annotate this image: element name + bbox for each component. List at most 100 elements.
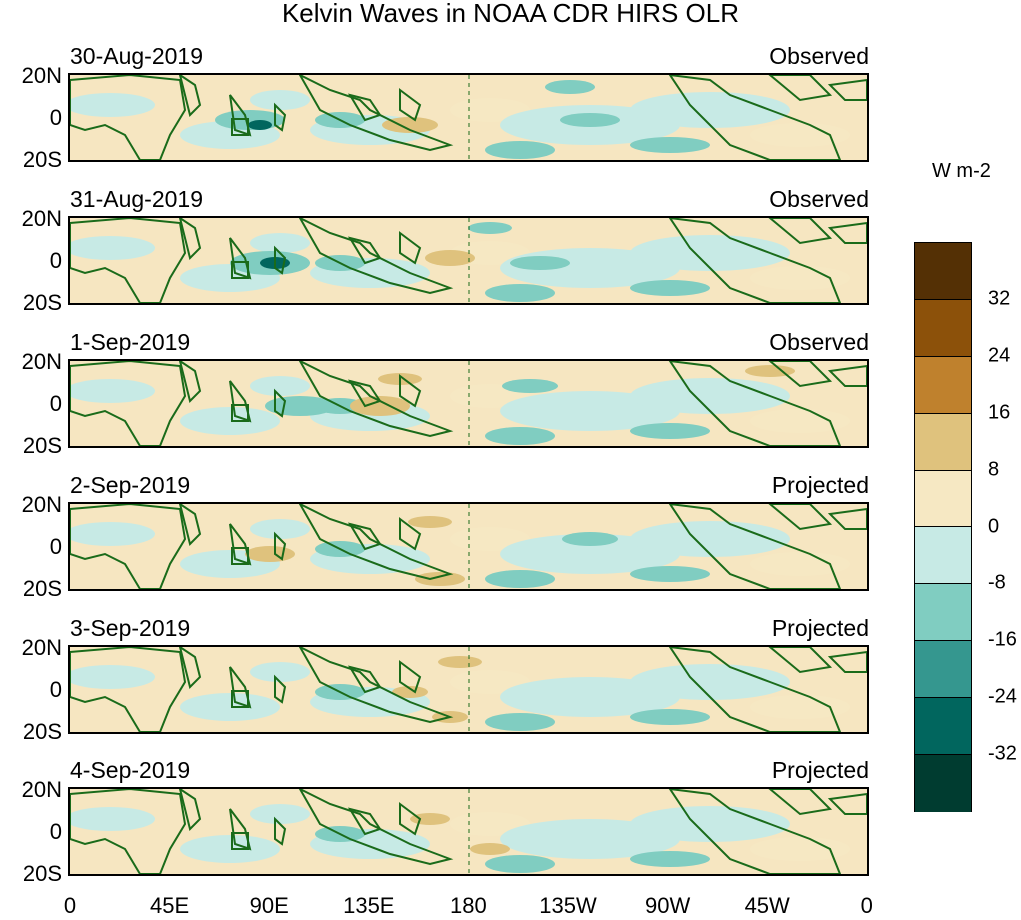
coastline <box>70 218 187 303</box>
colorbar-swatch <box>915 243 971 300</box>
coastline <box>827 650 867 673</box>
coastline <box>668 361 842 446</box>
coastline <box>298 361 454 438</box>
longitude-label: 135E <box>343 893 395 918</box>
latitude-label: 0 <box>49 819 62 844</box>
latitude-label: 20N <box>21 777 62 802</box>
coastline <box>178 789 202 831</box>
coastline <box>768 361 833 388</box>
olr-anomaly-contour <box>250 804 310 824</box>
coastline <box>298 218 454 295</box>
olr-anomaly-contour <box>630 664 790 700</box>
longitude-label: 45W <box>744 893 790 918</box>
olr-anomaly-contour <box>70 93 155 117</box>
coastline <box>668 647 842 732</box>
colorbar-level-label: 0 <box>988 515 1000 537</box>
olr-anomaly-contour <box>408 516 452 528</box>
latitude-label: 20N <box>21 349 62 374</box>
coastline <box>274 531 287 561</box>
olr-map-canvas <box>70 75 867 160</box>
latitude-label: 0 <box>49 391 62 416</box>
longitude-label: 90W <box>644 893 691 918</box>
longitude-label: 45E <box>150 893 190 918</box>
coastline <box>668 789 842 874</box>
coastline <box>827 78 867 101</box>
longitude-label: 90E <box>249 893 289 918</box>
olr-map-canvas <box>70 504 867 589</box>
olr-anomaly-contour <box>745 365 795 377</box>
latitude-label: 20N <box>21 63 62 88</box>
coastline <box>399 517 422 551</box>
coastline <box>70 647 187 732</box>
panel-date: 31-Aug-2019 <box>70 186 203 212</box>
coastline <box>399 802 422 836</box>
olr-anomaly-contour <box>382 117 438 133</box>
coastline <box>347 93 382 122</box>
olr-map-canvas <box>70 647 867 732</box>
coastline <box>668 218 842 303</box>
olr-anomaly-contour <box>248 120 272 130</box>
coastline <box>178 361 202 403</box>
coastline <box>399 88 422 122</box>
olr-anomaly-map-panel <box>68 359 869 448</box>
colorbar-level-label: -24 <box>988 685 1017 708</box>
colorbar-swatch <box>915 755 971 812</box>
latitude-label: 20N <box>21 206 62 231</box>
colorbar-swatch <box>915 527 971 585</box>
colorbar-level-label: 24 <box>988 344 1011 367</box>
coastline <box>768 647 833 674</box>
olr-anomaly-contour <box>630 806 790 842</box>
coastline <box>827 792 867 815</box>
coastline <box>347 522 382 551</box>
olr-anomaly-contour <box>245 546 295 562</box>
olr-anomaly-contour <box>750 266 850 290</box>
panel-status: Observed <box>769 43 869 69</box>
olr-anomaly-contour <box>180 835 280 863</box>
olr-anomaly-map-panel <box>68 502 869 591</box>
olr-anomaly-contour <box>560 113 620 127</box>
olr-anomaly-contour <box>630 566 710 582</box>
olr-anomaly-contour <box>70 379 155 403</box>
coastline <box>399 231 422 265</box>
olr-anomaly-contour <box>502 379 558 393</box>
coastline <box>668 75 842 160</box>
panel-status: Observed <box>769 186 869 212</box>
colorbar-swatch <box>915 641 971 699</box>
coastline <box>178 647 202 689</box>
longitude-label: 180 <box>450 893 487 918</box>
coastline <box>298 75 454 152</box>
panel-date: 30-Aug-2019 <box>70 43 203 69</box>
region-box <box>231 404 249 422</box>
coastline <box>347 665 382 694</box>
coastline <box>768 504 833 531</box>
olr-anomaly-contour <box>630 709 710 725</box>
colorbar <box>914 242 972 812</box>
latitude-label: 20S <box>22 433 62 458</box>
olr-anomaly-contour <box>630 92 790 128</box>
colorbar-level-label: -32 <box>988 742 1017 765</box>
olr-anomaly-contour <box>70 665 155 689</box>
panel-status: Projected <box>771 757 869 783</box>
latitude-label: 0 <box>49 248 62 273</box>
olr-anomaly-contour <box>350 396 410 416</box>
olr-anomaly-contour <box>750 695 850 719</box>
coastline <box>347 236 382 265</box>
olr-map-canvas <box>70 361 867 446</box>
olr-anomaly-contour <box>630 378 790 414</box>
panel-date: 3-Sep-2019 <box>70 615 191 641</box>
colorbar-swatch <box>915 584 971 642</box>
latitude-label: 0 <box>49 677 62 702</box>
coastline <box>274 245 287 275</box>
colorbar-swatch <box>915 470 971 528</box>
olr-anomaly-contour <box>415 572 465 586</box>
panel-date: 2-Sep-2019 <box>70 472 191 498</box>
olr-anomaly-contour <box>470 843 510 855</box>
olr-anomaly-contour <box>70 807 155 831</box>
olr-anomaly-contour <box>438 656 482 668</box>
olr-anomaly-contour <box>485 284 555 302</box>
olr-anomaly-contour <box>70 522 155 546</box>
olr-anomaly-map-panel <box>68 73 869 162</box>
longitude-label: 0 <box>860 893 873 918</box>
region-box <box>231 547 249 565</box>
colorbar-swatch <box>915 356 971 414</box>
